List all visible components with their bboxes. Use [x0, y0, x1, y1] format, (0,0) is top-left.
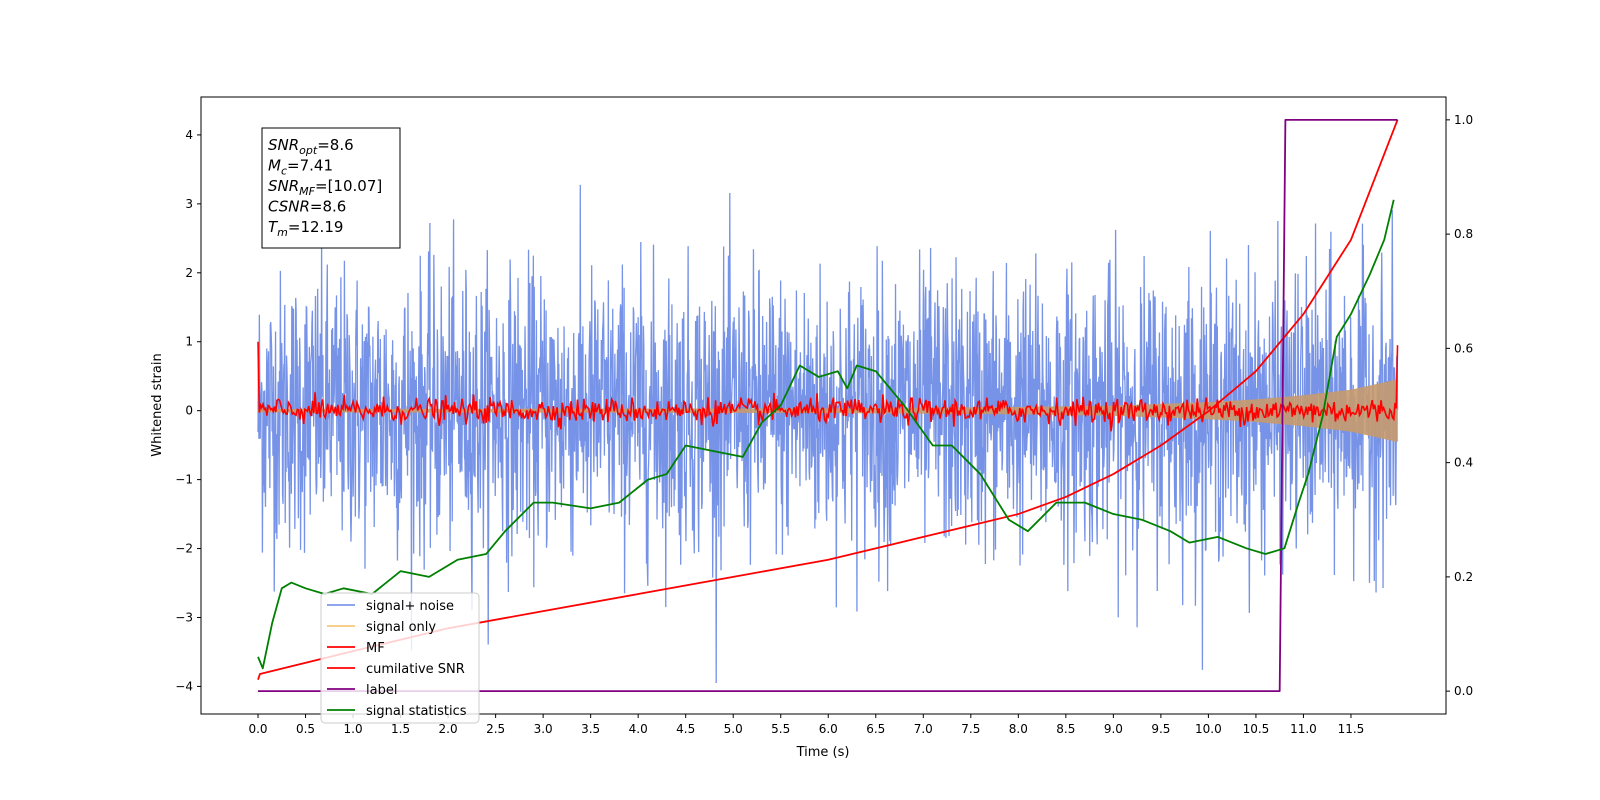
legend-label: signal only — [366, 620, 436, 635]
x-tick-label: 10.5 — [1243, 722, 1270, 736]
legend-label: label — [366, 683, 397, 698]
y2-tick-label: 0.4 — [1454, 456, 1473, 470]
legend-label: signal statistics — [366, 704, 467, 719]
y-axis-left: 4 3 2 1 0 −1 −2 −3 −4 — [175, 128, 201, 693]
x-tick-label: 9.0 — [1104, 722, 1123, 736]
x-tick-label: 4.0 — [629, 722, 648, 736]
y-tick-label: 4 — [185, 128, 193, 142]
x-tick-label: 7.0 — [914, 722, 933, 736]
x-tick-label: 6.5 — [866, 722, 885, 736]
x-tick-label: 5.5 — [771, 722, 790, 736]
legend-frame — [320, 592, 480, 724]
legend-item: signal only — [327, 620, 436, 635]
info-line: CSNR=8.6 — [268, 198, 346, 216]
y-axis-right: 1.0 0.8 0.6 0.4 0.2 0.0 — [1446, 113, 1473, 698]
info-line: Mc=7.41 — [268, 157, 333, 178]
y-tick-label: −4 — [175, 679, 193, 693]
legend-item: cumilative SNR — [327, 662, 465, 677]
legend-label: MF — [366, 641, 385, 656]
y-tick-label: 1 — [185, 335, 193, 349]
info-box-frame — [261, 127, 401, 249]
y-tick-label: −2 — [175, 542, 193, 556]
x-tick-label: 9.5 — [1151, 722, 1170, 736]
y2-tick-label: 1.0 — [1454, 113, 1473, 127]
y2-tick-label: 0.0 — [1454, 684, 1473, 698]
legend: signal+ noise signal only MF cumilative SNR… — [320, 592, 480, 724]
x-tick-label: 4.5 — [676, 722, 695, 736]
series-mf-line — [257, 341, 1399, 432]
info-line: SNRopt=8.6 — [268, 136, 354, 157]
legend-label: signal+ noise — [366, 599, 454, 614]
x-tick-label: 10.0 — [1195, 722, 1222, 736]
series-signal-noise-line — [257, 184, 1399, 683]
y-tick-label: 0 — [185, 404, 193, 418]
x-tick-label: 8.5 — [1056, 722, 1075, 736]
legend-item: MF — [327, 641, 385, 656]
legend-label: cumilative SNR — [366, 662, 465, 677]
series-label-line — [258, 118, 1398, 693]
y-tick-label: −1 — [175, 473, 193, 487]
y-tick-label: −3 — [175, 610, 193, 624]
series-signal-statistics-line — [257, 199, 1395, 670]
y-axis-label: Whitened strain — [150, 353, 165, 456]
y-tick-label: 3 — [185, 197, 193, 211]
legend-item: label — [327, 683, 397, 698]
x-axis: 0.0 0.5 1.0 1.5 2.0 2.5 3.0 3.5 4.0 4.5 5.0 5.5 6.0 6… — [248, 714, 1364, 736]
x-tick-label: 11.5 — [1338, 722, 1365, 736]
y2-tick-label: 0.8 — [1454, 227, 1473, 241]
x-tick-label: 6.0 — [819, 722, 838, 736]
legend-item: signal+ noise — [327, 599, 454, 614]
info-line: Tm=12.19 — [268, 218, 343, 239]
x-axis-label: Time (s) — [796, 745, 850, 760]
y2-tick-label: 0.6 — [1454, 341, 1473, 355]
x-tick-label: 3.0 — [534, 722, 553, 736]
x-tick-label: 0.0 — [248, 722, 267, 736]
legend-item: signal statistics — [327, 704, 467, 719]
x-tick-label: 11.0 — [1290, 722, 1317, 736]
x-tick-label: 2.5 — [486, 722, 505, 736]
x-tick-label: 5.0 — [724, 722, 743, 736]
x-tick-label: 7.5 — [961, 722, 980, 736]
x-tick-label: 1.5 — [391, 722, 410, 736]
x-tick-label: 8.0 — [1009, 722, 1028, 736]
y2-tick-label: 0.2 — [1454, 570, 1473, 584]
x-tick-label: 0.5 — [296, 722, 315, 736]
y-tick-label: 2 — [185, 266, 193, 280]
plot-area-frame — [200, 96, 1447, 715]
info-line: SNRMF=[10.07] — [268, 177, 382, 198]
x-tick-label: 2.0 — [439, 722, 458, 736]
x-tick-label: 3.5 — [581, 722, 600, 736]
x-tick-label: 1.0 — [344, 722, 363, 736]
